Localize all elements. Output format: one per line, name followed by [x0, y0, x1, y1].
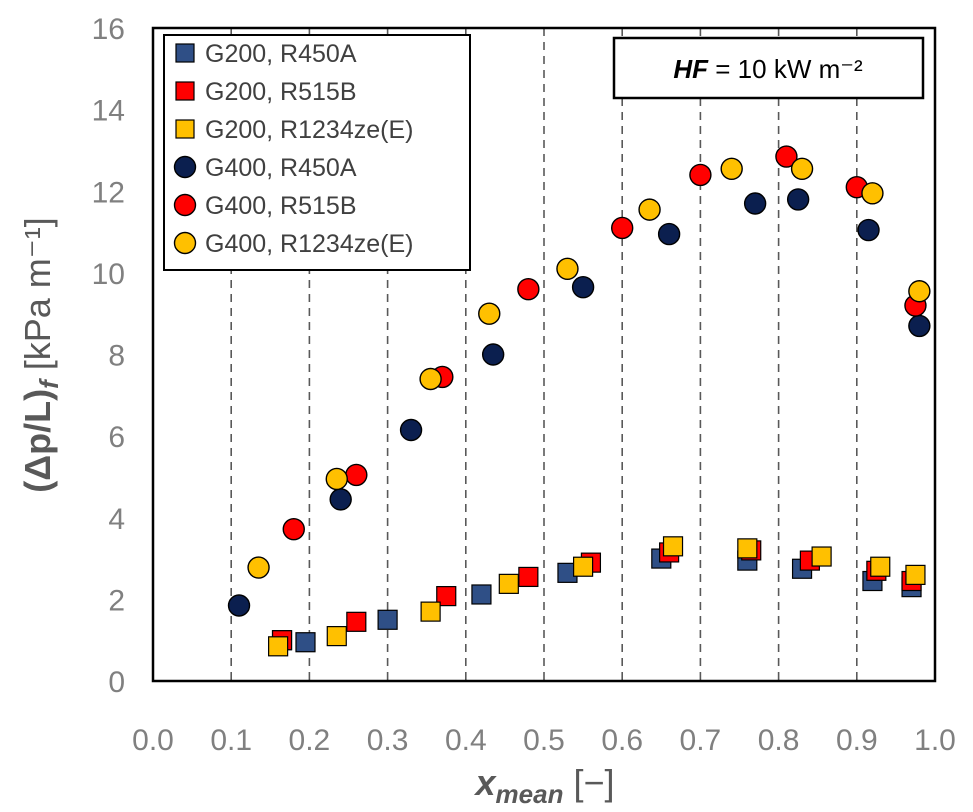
legend-item-4: G400, R515B [173, 192, 357, 220]
point-s3-8 [857, 218, 880, 242]
y-tick-label: 2 [108, 584, 125, 617]
point-s5-1 [325, 467, 348, 491]
legend-item-2: G200, R1234ze(E) [175, 116, 413, 144]
point-s5-8 [861, 182, 884, 205]
point-s5-7 [790, 157, 814, 181]
hf-annotation-text: HF = 10 kW m⁻² [673, 54, 863, 84]
point-s4-3 [517, 278, 540, 301]
x-tick-label: 0.4 [445, 724, 487, 757]
y-tick-label: 8 [108, 340, 125, 373]
plot-frame [151, 26, 937, 683]
point-s5-4 [556, 257, 579, 280]
point-s3-9 [908, 314, 931, 338]
grid-lines [230, 28, 858, 681]
point-s5-5 [638, 198, 661, 221]
point-s3-0 [227, 594, 251, 617]
x-tick-label: 0.5 [523, 724, 565, 757]
point-s2-4 [572, 556, 594, 577]
point-s4-1 [345, 463, 368, 487]
point-s4-6 [775, 145, 798, 168]
point-s4-4 [611, 216, 634, 240]
point-s3-5 [657, 222, 681, 246]
point-s0-3 [471, 584, 492, 605]
x-tick-label: 0.1 [210, 724, 252, 757]
point-s2-1 [326, 626, 347, 647]
point-s5-2 [419, 367, 442, 391]
point-s2-8 [870, 556, 891, 577]
legend-label-4: G400, R515B [205, 192, 357, 220]
point-s3-3 [481, 343, 505, 366]
legend-marker-5 [173, 231, 197, 255]
x-tick-label: 1.0 [914, 724, 956, 757]
y-tick-label: 16 [92, 13, 125, 46]
point-s0-2 [377, 609, 398, 630]
x-tick-label: 0.9 [836, 724, 878, 757]
x-tick-label: 0.0 [132, 724, 174, 757]
point-s3-4 [571, 275, 595, 299]
point-s3-2 [399, 418, 423, 442]
point-s1-3 [518, 566, 539, 588]
hf-annotation-box [612, 36, 925, 100]
legend: G200, R450A G200, R515B G200, R1234ze(E) G4… [163, 34, 471, 271]
point-s5-3 [478, 302, 501, 325]
legend-marker-4 [173, 193, 197, 217]
legend-marker-0 [175, 43, 195, 63]
legend-label-1: G200, R515B [205, 78, 357, 106]
x-tick-label: 0.2 [289, 724, 331, 757]
point-s3-7 [786, 188, 810, 211]
point-s5-0 [247, 556, 270, 579]
point-s0-1 [295, 632, 316, 653]
point-s5-9 [908, 280, 931, 303]
legend-label-2: G200, R1234ze(E) [205, 116, 413, 144]
y-tick-label: 10 [92, 258, 125, 291]
legend-item-1: G200, R515B [175, 78, 357, 106]
x-tick-label: 0.7 [680, 724, 722, 757]
legend-marker-3 [173, 155, 197, 179]
point-s2-5 [662, 536, 684, 557]
y-tick-labels: 0 2 4 6 8 10 12 14 16 [92, 13, 125, 699]
y-tick-label: 6 [108, 421, 125, 454]
point-s2-7 [811, 546, 832, 567]
y-axis-title: (Δp/L)f [kPa m⁻¹] [17, 217, 64, 493]
legend-label-5: G400, R1234ze(E) [205, 230, 413, 258]
x-tick-label: 0.8 [758, 724, 800, 757]
y-tick-label: 0 [108, 666, 125, 699]
legend-box [163, 34, 471, 271]
x-tick-labels: 0.0 0.1 0.2 0.3 0.4 0.5 0.6 0.7 0.8 0.9 1.0 [132, 724, 956, 757]
legend-item-5: G400, R1234ze(E) [173, 230, 413, 258]
point-s4-5 [689, 163, 712, 187]
hf-annotation: HF = 10 kW m⁻² [612, 36, 925, 100]
y-tick-label: 14 [92, 95, 125, 128]
legend-label-3: G400, R450A [205, 154, 357, 182]
y-tick-label: 12 [92, 176, 125, 209]
point-s4-0 [282, 517, 305, 541]
legend-marker-1 [175, 81, 195, 101]
point-s3-1 [329, 488, 352, 511]
legend-item-3: G400, R450A [173, 154, 357, 182]
point-s2-2 [420, 601, 441, 622]
point-s2-6 [737, 538, 758, 559]
point-s1-1 [346, 611, 367, 632]
point-s2-9 [905, 564, 926, 585]
legend-label-0: G200, R450A [205, 40, 357, 68]
y-tick-label: 4 [108, 503, 125, 536]
x-tick-label: 0.3 [367, 724, 409, 757]
legend-marker-2 [175, 119, 195, 139]
point-s2-0 [268, 636, 289, 657]
point-s3-6 [743, 192, 767, 215]
x-axis-title: xmean [−] [474, 762, 615, 809]
point-s1-2 [436, 586, 457, 607]
x-tick-label: 0.6 [601, 724, 643, 757]
data-points [227, 145, 931, 657]
point-s2-3 [498, 573, 519, 594]
point-s5-6 [720, 157, 743, 181]
legend-item-0: G200, R450A [175, 40, 357, 68]
